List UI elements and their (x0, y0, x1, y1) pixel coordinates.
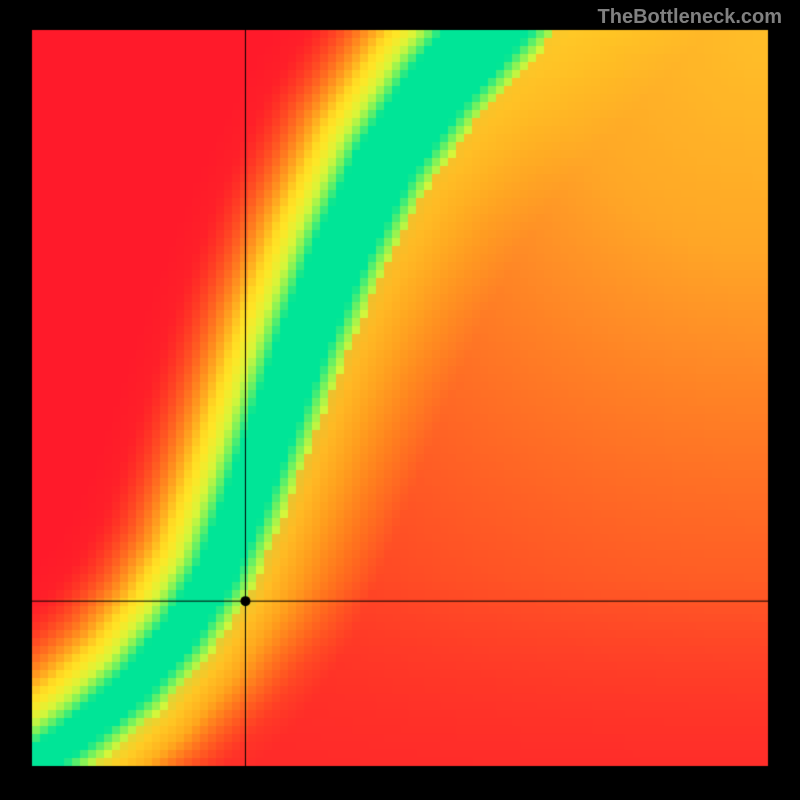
chart-container: TheBottleneck.com (0, 0, 800, 800)
heatmap-wrap (0, 0, 800, 805)
bottleneck-heatmap (0, 0, 800, 800)
watermark-text: TheBottleneck.com (598, 6, 782, 29)
